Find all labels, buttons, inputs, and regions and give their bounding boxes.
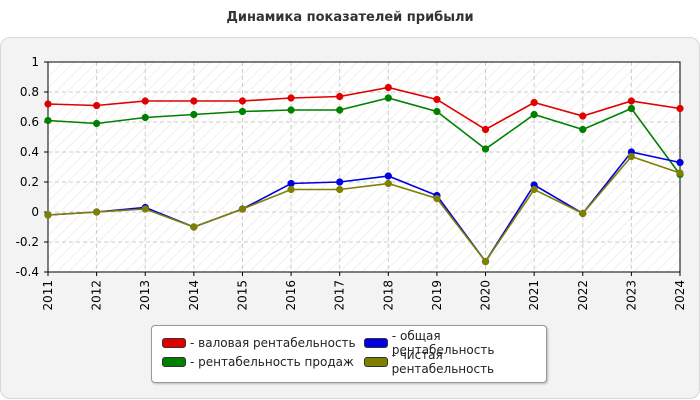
y-tick-label: 1: [31, 55, 39, 69]
series-point-3: [238, 205, 247, 213]
legend-label: - чистая рентабельность: [391, 348, 495, 376]
x-tick-label: 2014: [187, 280, 201, 311]
series-point-3: [141, 205, 149, 213]
y-tick-label: 0.8: [20, 85, 39, 99]
series-point-1: [336, 106, 344, 114]
plot-hatch: [48, 62, 680, 272]
series-point-0: [384, 83, 392, 92]
x-tick-label: 2023: [624, 280, 638, 311]
x-tick-label: 2011: [41, 280, 55, 311]
series-point-1: [238, 107, 247, 116]
x-tick-label: 2021: [527, 280, 541, 311]
x-tick-label: 2018: [381, 280, 395, 311]
series-point-0: [530, 98, 538, 107]
series-point-3: [287, 185, 295, 194]
x-tick-label: 2013: [138, 280, 152, 311]
series-point-0: [627, 97, 636, 105]
series-point-3: [579, 209, 587, 218]
series-point-2: [676, 158, 684, 167]
series-point-2: [336, 178, 344, 186]
series-point-3: [530, 185, 538, 194]
legend-item-total: - общая рентабельность: [364, 329, 546, 357]
series-point-2: [384, 172, 392, 180]
series-point-3: [433, 194, 441, 203]
legend-item-sales: - рентабельность продаж: [162, 354, 354, 370]
x-tick-label: 2019: [430, 280, 444, 311]
series-point-0: [190, 97, 198, 105]
x-tick-label: 2024: [673, 280, 687, 311]
legend-swatch: [162, 338, 186, 348]
series-point-3: [384, 179, 392, 188]
chart-title: Динамика показателей прибыли: [226, 10, 474, 25]
legend-label: - рентабельность продаж: [190, 355, 354, 369]
series-point-1: [384, 94, 392, 102]
series-point-0: [676, 104, 684, 113]
series-point-0: [287, 94, 295, 102]
series-point-0: [336, 92, 344, 101]
series-point-3: [336, 185, 344, 194]
series-line-3: [47, 155, 681, 263]
series-point-0: [44, 100, 52, 108]
series-point-3: [190, 223, 198, 231]
legend-swatch: [364, 357, 388, 367]
legend-item-net: - чистая рентабельность: [364, 348, 546, 376]
series-point-3: [44, 211, 52, 219]
legend: - валовая рентабельность - рентабельност…: [151, 325, 547, 383]
legend-item-gross: - валовая рентабельность: [162, 335, 356, 351]
series-point-3: [627, 152, 636, 161]
series-point-0: [92, 101, 101, 110]
x-tick-label: 2012: [90, 280, 104, 311]
series-point-1: [287, 106, 295, 114]
legend-label: - валовая рентабельность: [190, 336, 356, 350]
x-tick-label: 2022: [576, 280, 590, 311]
y-tick-label: 0.2: [20, 175, 39, 189]
series-line-1: [47, 97, 681, 175]
series-point-1: [627, 104, 636, 113]
series-point-0: [141, 97, 149, 105]
series-point-0: [579, 112, 587, 120]
x-tick-label: 2015: [235, 280, 249, 311]
y-tick-label: 0.6: [20, 115, 39, 129]
series-point-0: [433, 95, 441, 104]
series-point-0: [238, 97, 247, 105]
plot-frame: [47, 61, 681, 273]
x-tick-label: 2017: [333, 280, 347, 311]
x-tick-label: 2020: [479, 280, 493, 311]
y-tick-label: 0.4: [20, 145, 39, 159]
series-point-1: [141, 113, 149, 122]
y-tick-label: -0.4: [16, 265, 39, 279]
legend-swatch: [364, 338, 388, 348]
series-point-0: [481, 125, 490, 134]
y-tick-label: 0: [31, 205, 39, 219]
series-point-3: [481, 257, 490, 266]
legend-label: - общая рентабельность: [391, 329, 495, 357]
series-point-3: [676, 169, 684, 177]
legend-swatch: [162, 357, 186, 367]
y-tick-label: -0.2: [16, 235, 39, 249]
series-point-3: [92, 208, 101, 216]
series-point-1: [433, 107, 441, 116]
series-point-1: [579, 125, 587, 134]
series-point-1: [44, 116, 52, 125]
series-point-1: [92, 119, 101, 128]
series-line-0: [47, 86, 681, 131]
series-point-1: [481, 145, 490, 153]
x-tick-label: 2016: [284, 280, 298, 311]
series-point-1: [190, 110, 198, 119]
series-point-1: [530, 110, 538, 119]
